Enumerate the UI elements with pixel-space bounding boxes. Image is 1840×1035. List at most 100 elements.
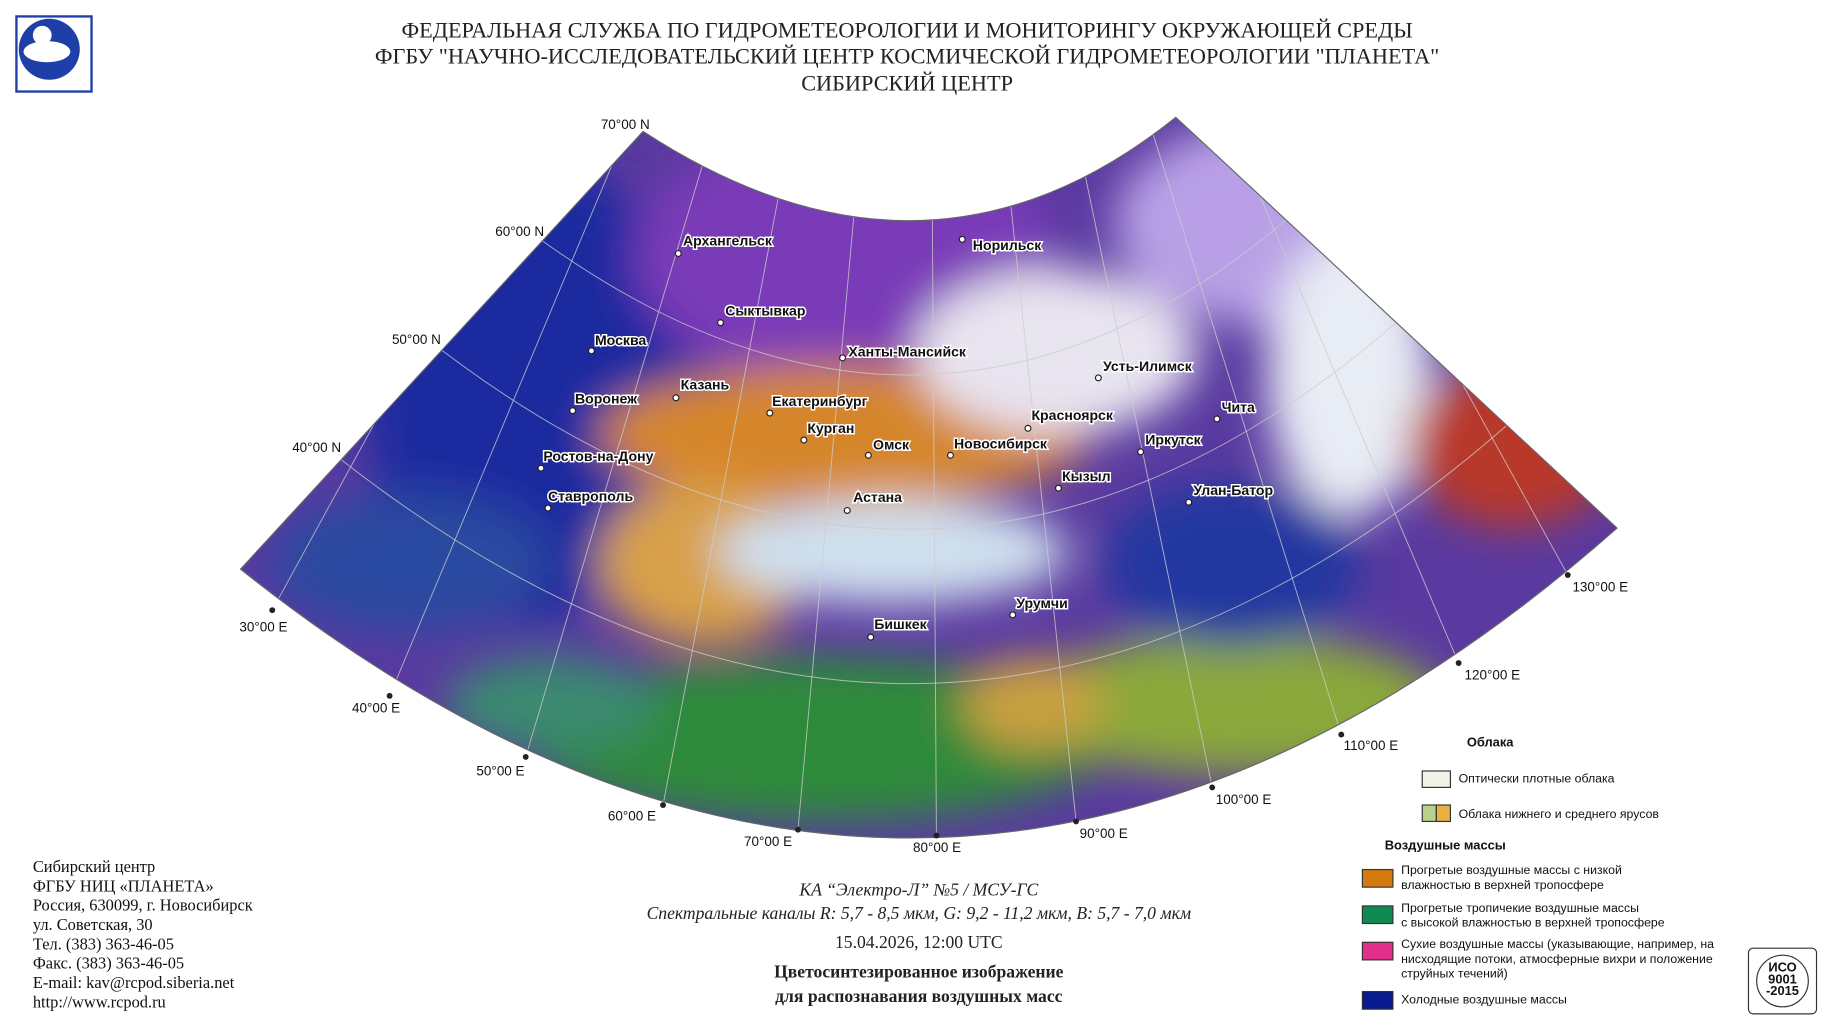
lon-tick (522, 753, 529, 760)
lon-tick (1455, 660, 1462, 666)
lon-label: 100°00 E (1216, 792, 1272, 807)
city-label: Казань (681, 377, 730, 393)
legend-item: с высокой влажностью в верхней тропосфер… (1401, 915, 1665, 929)
city-dot (946, 451, 955, 459)
lon-label: 90°00 E (1080, 826, 1128, 841)
title: для распознавания воздушных масс (775, 986, 1063, 1006)
meridian (525, 117, 868, 758)
legend-swatch (1361, 905, 1394, 925)
city-label: Ростов-на-Дону (543, 448, 653, 464)
legend-swatch (1361, 990, 1394, 1010)
meridian (969, 117, 1213, 788)
map-outline (239, 116, 1618, 839)
legend-title: Облака (1467, 734, 1514, 749)
iso-text: ИСО (1768, 960, 1796, 975)
lat-label: 40°00 N (292, 440, 341, 455)
city-dot (766, 409, 774, 417)
caption: КА “Электро-Л” №5 / МСУ-ГС (798, 879, 1038, 899)
city-label: Архангельск (683, 232, 773, 248)
lon-tick (795, 826, 801, 833)
lon-tick (933, 832, 940, 839)
city-dot (544, 504, 552, 512)
meridian (927, 117, 937, 836)
city-label: Сыктывкар (725, 303, 806, 319)
city-dot (843, 506, 851, 514)
city-dot (867, 633, 875, 641)
parallel (441, 322, 1397, 530)
city-dot (839, 354, 847, 362)
legend-item: влажностью в верхней тропосфере (1401, 878, 1604, 892)
lon-tick (1209, 784, 1216, 791)
iso-logo (1747, 947, 1818, 1015)
city-label: Улан-Батор (1193, 482, 1273, 498)
lon-label: 30°00 E (239, 619, 287, 634)
lon-label: 70°00 E (744, 834, 792, 849)
meridian (948, 117, 1077, 822)
city-dot (1094, 374, 1102, 382)
legend-item: Прогретые тропичекие воздушные массы (1401, 901, 1639, 915)
lon-tick (1338, 731, 1345, 738)
meridian (988, 117, 1342, 735)
city-dot (958, 235, 966, 243)
city-label: Норильск (973, 237, 1042, 253)
parallel (340, 425, 1508, 685)
address-line: ул. Советская, 30 (33, 915, 153, 934)
meridian (271, 117, 830, 611)
city-label: Урумчи (1016, 595, 1068, 611)
city-dot (864, 451, 872, 459)
city-dot (1024, 424, 1032, 432)
iso-text: 9001 (1768, 971, 1797, 986)
lon-tick (1564, 572, 1571, 578)
address-line: Россия, 630099, г. Новосибирск (33, 896, 253, 915)
address-line: Сибирский центр (33, 857, 155, 876)
address-line: Факс. (383) 363-46-05 (33, 954, 184, 973)
lon-tick (386, 692, 393, 699)
lat-label: 60°00 N (495, 224, 544, 239)
legend-item: Прогретые воздушные массы с низкой (1401, 863, 1622, 877)
lon-tick (1073, 818, 1080, 825)
title: Цветосинтезированное изображение (774, 961, 1064, 981)
city-dot (1137, 448, 1145, 456)
city-label: Москва (595, 332, 646, 348)
graticule (271, 117, 1569, 836)
iso-text: -2015 (1766, 983, 1799, 998)
city-label: Воронеж (575, 391, 638, 407)
address-line: Тел. (383) 363-46-05 (33, 934, 174, 953)
legend-swatch (1421, 770, 1451, 788)
address-line: ФГБУ НИЦ «ПЛАНЕТА» (33, 876, 214, 895)
lon-label: 60°00 E (608, 808, 656, 823)
legend-swatch (1361, 868, 1394, 888)
legend-swatch (1421, 804, 1437, 823)
address-line: E-mail: kav@rcpod.siberia.net (33, 973, 235, 992)
header-line: ФЕДЕРАЛЬНАЯ СЛУЖБА ПО ГИДРОМЕТЕОРОЛОГИИ … (402, 18, 1413, 43)
header-line: ФГБУ "НАУЧНО-ИССЛЕДОВАТЕЛЬСКИЙ ЦЕНТР КОС… (375, 43, 1439, 68)
city-dot (1009, 611, 1017, 619)
city-label: Иркутск (1145, 432, 1201, 448)
city-label: Красноярск (1031, 407, 1113, 423)
meridian (1022, 117, 1569, 576)
city-dot (800, 436, 808, 444)
address-line: http://www.rcpod.ru (33, 992, 166, 1011)
city-label: Курган (807, 420, 854, 436)
city-dot (587, 347, 595, 355)
logo (15, 15, 93, 93)
city-label: Кызыл (1062, 468, 1111, 484)
caption: Спектральные каналы R: 5,7 - 8,5 мкм, G:… (647, 903, 1191, 923)
parallel (542, 219, 1287, 376)
lon-label: 120°00 E (1464, 667, 1520, 682)
lat-label: 70°00 N (601, 117, 650, 132)
legend-item: Облака нижнего и среднего ярусов (1459, 807, 1659, 821)
city-label: Ханты-Мансийск (848, 344, 967, 360)
lon-label: 40°00 E (352, 700, 400, 715)
city-dot (1054, 484, 1062, 492)
city-dot (672, 394, 680, 402)
city-dot (1213, 415, 1221, 423)
meridian (797, 117, 909, 830)
header-line: СИБИРСКИЙ ЦЕНТР (801, 70, 1013, 95)
city-label: Бишкек (874, 616, 927, 632)
lon-label: 80°00 E (913, 840, 961, 855)
city-label: Омск (873, 436, 910, 452)
lon-label: 50°00 E (476, 764, 524, 779)
city-dot (537, 464, 545, 472)
